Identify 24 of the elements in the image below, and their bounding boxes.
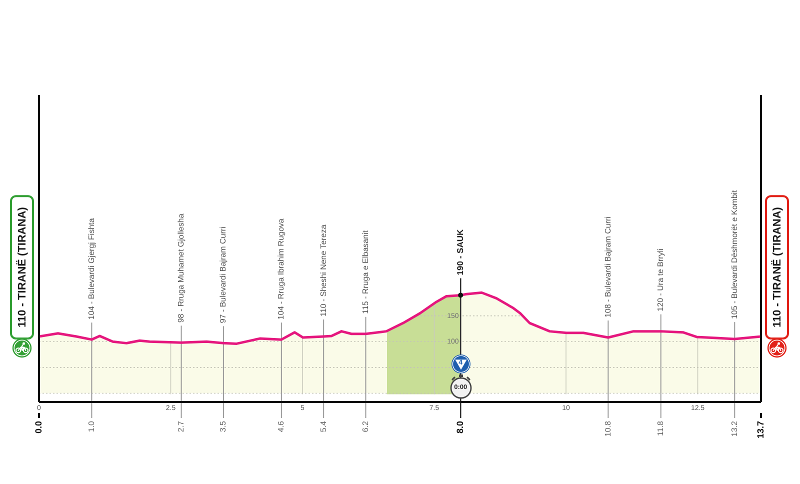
annotation: 104 - Bulevardi Gjergj Fishta <box>86 218 96 320</box>
x2-tick-label: 2.7 <box>176 420 186 432</box>
x2-tick-label: 4.6 <box>276 420 286 432</box>
x2-tick-label: 10.8 <box>603 420 612 437</box>
x2-tick-label: 1.0 <box>86 420 96 432</box>
x2-tick-label: 6.2 <box>360 420 370 432</box>
x2-tick-label: 3.5 <box>218 420 228 432</box>
annotation: 98 - Rruga Muhamet Gjollesha <box>176 213 186 323</box>
annotation: 110 - TIRANË (TIRANA) <box>16 206 29 328</box>
annotation: 110 - TIRANË (TIRANA) <box>770 206 784 328</box>
x2-tick-label: 0.0 <box>33 421 44 434</box>
x2-tick-label: 13.7 <box>755 421 766 439</box>
x2-tick-label: 13.2 <box>730 420 739 437</box>
annotation: 115 - Rruga e Elbasanit <box>360 230 370 314</box>
annotation: 104 - Rruga Ibrahim Rugova <box>276 218 286 320</box>
annotation: 97 - Bulevardi Bajram Curri <box>218 226 228 324</box>
x2-tick-label: 8.0 <box>455 421 466 434</box>
annotation: 190 - SAUK <box>454 228 465 276</box>
x2-tick-label: 11.8 <box>656 420 666 436</box>
annotation: 120 - Ura te Brryli <box>656 248 666 312</box>
annotation: 105 - Bulevardi Dëshmorët e Kombit <box>730 189 739 320</box>
annotation: 108 - Bulevardi Bajram Curri <box>603 216 612 318</box>
annotation: 110 - Sheshi Nene Tereza <box>318 224 328 316</box>
x2-tick-label: 5.4 <box>318 420 328 432</box>
